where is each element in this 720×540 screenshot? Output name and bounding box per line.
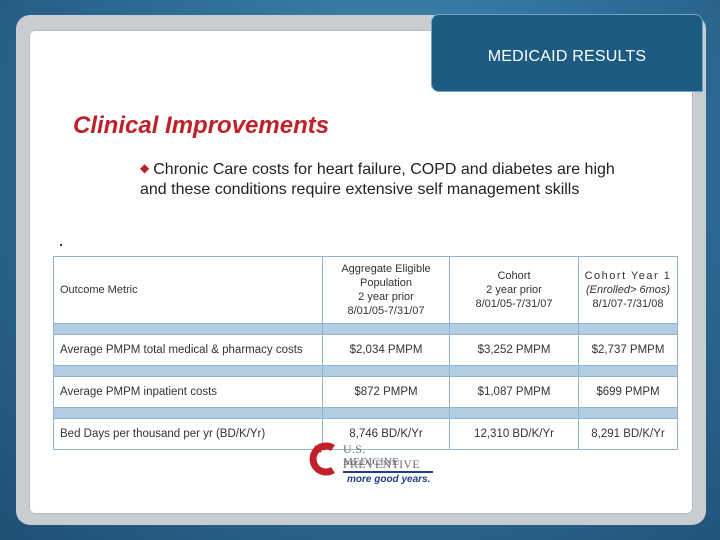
header-aggregate-line: 2 year prior: [358, 291, 414, 303]
header-aggregate-line: Aggregate Eligible: [341, 263, 431, 275]
logo-rule: [343, 471, 433, 473]
header-cohort-year1: Cohort Year 1 (Enrolled> 6mos) 8/1/07-7/…: [578, 256, 678, 324]
logo-line1: U.S. PREVENTIVE: [343, 442, 420, 471]
table-band: [53, 365, 678, 377]
logo-tagline: more good years.: [347, 474, 431, 485]
row-value-year1: 8,291 BD/K/Yr: [578, 418, 678, 450]
header-outcome-metric: Outcome Metric: [53, 256, 323, 324]
us-preventive-medicine-logo-icon: [309, 442, 335, 476]
company-logo: U.S. PREVENTIVE MEDICINE more good years…: [307, 440, 437, 488]
header-cohort-line: 8/01/05-7/31/07: [475, 298, 553, 310]
slide-title: Clinical Improvements: [73, 112, 330, 139]
row-metric: Bed Days per thousand per yr (BD/K/Yr): [53, 418, 323, 450]
table-band: [53, 407, 678, 419]
header-aggregate-line: Population: [360, 277, 412, 289]
row-metric: Average PMPM inpatient costs: [53, 376, 323, 408]
bullet-item: ◆ Chronic Care costs for heart failure, C…: [140, 160, 620, 199]
table-row: Bed Days per thousand per yr (BD/K/Yr) 8…: [53, 418, 678, 450]
table-row: Average PMPM inpatient costs $872 PMPM $…: [53, 376, 678, 408]
outcomes-table: Outcome Metric Aggregate Eligible Popula…: [53, 256, 678, 450]
header-cohort-line: 2 year prior: [486, 284, 542, 296]
header-aggregate: Aggregate Eligible Population 2 year pri…: [322, 256, 450, 324]
stray-dot: [60, 244, 62, 246]
row-value-aggregate: $2,034 PMPM: [322, 334, 450, 366]
header-tab: MEDICAID RESULTS: [431, 14, 703, 92]
row-value-year1: $699 PMPM: [578, 376, 678, 408]
row-value-year1: $2,737 PMPM: [578, 334, 678, 366]
row-value-aggregate: $872 PMPM: [322, 376, 450, 408]
bullet-diamond-icon: ◆: [140, 161, 150, 175]
header-cohort-line: Cohort: [497, 270, 531, 282]
table-band: [53, 323, 678, 335]
header-cohort: Cohort 2 year prior 8/01/05-7/31/07: [449, 256, 579, 324]
row-value-cohort: $3,252 PMPM: [449, 334, 579, 366]
header-title: MEDICAID RESULTS: [487, 48, 647, 65]
header-cohort-year1-line: (Enrolled> 6mos): [585, 284, 671, 296]
row-metric: Average PMPM total medical & pharmacy co…: [53, 334, 323, 366]
header-cohort-year1-line: Cohort Year 1: [584, 270, 672, 282]
row-value-cohort: 12,310 BD/K/Yr: [449, 418, 579, 450]
table-header-row: Outcome Metric Aggregate Eligible Popula…: [53, 256, 678, 324]
header-aggregate-line: 8/01/05-7/31/07: [347, 305, 425, 317]
table-row: Average PMPM total medical & pharmacy co…: [53, 334, 678, 366]
logo-line2: MEDICINE: [343, 456, 400, 468]
bullet-text: Chronic Care costs for heart failure, CO…: [140, 161, 615, 198]
header-cohort-year1-line: 8/1/07-7/31/08: [592, 298, 664, 310]
row-value-cohort: $1,087 PMPM: [449, 376, 579, 408]
